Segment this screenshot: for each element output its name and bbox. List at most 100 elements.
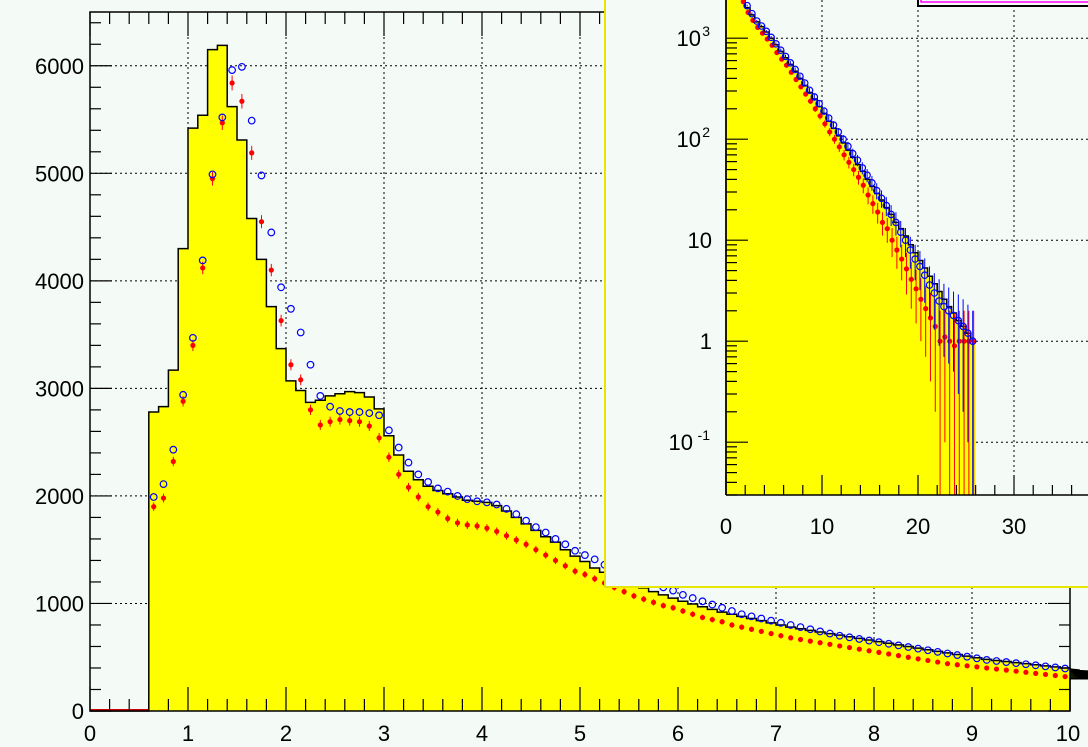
series-blue-point	[336, 407, 344, 415]
series-red-point	[650, 599, 657, 605]
series-red-point	[641, 596, 647, 602]
inset-series-blue-point	[834, 128, 843, 136]
inset-series-blue-point	[743, 1, 751, 10]
series-red-point	[582, 571, 588, 578]
series-blue-point	[698, 597, 707, 606]
series-blue-point	[1051, 663, 1060, 672]
inset-series-red-point	[807, 98, 814, 104]
inset-y-tick-exponent: 3	[702, 23, 710, 39]
series-red-point	[807, 638, 813, 644]
series-red-point	[964, 663, 970, 669]
inset-series-blue-point	[820, 107, 828, 115]
series-blue-point	[306, 360, 315, 369]
series-blue-point	[590, 555, 599, 564]
inset-series-blue-point	[930, 289, 939, 297]
inset-series-blue-point	[767, 33, 775, 42]
histogram-fill	[90, 45, 1088, 711]
inset-series-red-point	[875, 209, 881, 215]
series-red-point	[405, 484, 412, 490]
inset-series-red-point	[961, 338, 967, 344]
inset-series-blue-point	[844, 142, 852, 151]
series-red-point	[200, 265, 206, 271]
inset-series-red-point	[956, 338, 962, 344]
series-red-point	[503, 533, 510, 539]
series-blue-point	[551, 535, 560, 543]
inset-series-red-point	[903, 266, 910, 272]
y-tick-label: 3000	[35, 376, 84, 401]
series-red-point	[464, 522, 470, 528]
series-red-point	[670, 605, 676, 611]
series-red-point	[856, 646, 862, 652]
series-red-point	[944, 661, 951, 667]
series-red-point	[396, 471, 402, 478]
inset-series-blue-point	[920, 271, 929, 280]
x-tick-label: 4	[476, 721, 488, 746]
inset-y-tick-label: 1	[700, 329, 712, 354]
series-blue-point	[777, 618, 785, 627]
series-blue-point	[924, 646, 932, 655]
series-blue-point	[904, 643, 913, 651]
series-red-point	[366, 423, 372, 429]
series-red-point	[935, 659, 941, 665]
inset-x-tick-label: 20	[906, 514, 930, 539]
x-tick-label: 0	[84, 721, 96, 746]
inset-series-blue-point	[772, 39, 780, 48]
series-blue-point	[267, 228, 276, 237]
series-red-point	[905, 654, 911, 660]
series-blue-point	[561, 540, 570, 549]
series-red-point	[229, 80, 235, 86]
legend-box-inner	[920, 0, 1088, 3]
series-blue-point	[747, 612, 756, 621]
inset-series-blue-point	[796, 72, 804, 81]
series-blue-point	[806, 625, 815, 634]
inset-frame	[725, 0, 1088, 496]
inset-series-red-point	[937, 338, 943, 344]
series-red-point	[190, 342, 196, 348]
series-red-point	[895, 653, 902, 659]
inset-series-blue-point	[824, 114, 833, 122]
inset-series-blue-point	[877, 194, 886, 203]
series-blue-point	[522, 516, 530, 525]
inset-series-red-point	[884, 226, 890, 232]
inset-series-blue-point	[752, 17, 761, 25]
inset-series-blue-point	[786, 59, 795, 67]
inset-series-blue-point	[959, 322, 967, 331]
inset-series-red-point	[764, 36, 770, 42]
series-blue-point	[1022, 660, 1030, 669]
series-red-point	[1003, 667, 1009, 673]
inset-histogram-fill	[726, 0, 976, 495]
series-red-point	[1042, 671, 1049, 678]
series-blue-point	[718, 603, 726, 612]
inset-series-blue-point	[944, 306, 953, 315]
series-blue-point	[973, 654, 981, 663]
series-red-point	[278, 318, 284, 324]
series-red-point	[748, 626, 755, 632]
series-red-point	[1023, 669, 1029, 675]
inset-series-red-point	[889, 237, 895, 243]
series-red-point	[837, 643, 843, 649]
series-red-point	[258, 219, 265, 225]
inset-series-blue-point	[906, 246, 915, 254]
inset-series-blue	[743, 1, 977, 495]
inset-series-red-point	[860, 182, 866, 188]
inset-series-red-point	[908, 276, 914, 282]
series-red-point	[915, 656, 921, 662]
series-blue-point	[884, 639, 893, 648]
series-blue-point	[287, 304, 295, 313]
inset-series-red-point	[836, 144, 842, 150]
series-red-point	[219, 120, 225, 126]
inset-series-red	[740, 0, 977, 495]
inset-series-blue-point	[848, 149, 857, 158]
series-blue-point	[228, 66, 237, 74]
series-blue-point	[963, 652, 971, 661]
series-red-point	[533, 547, 539, 553]
series-red-point	[758, 628, 764, 635]
inset-series-blue-point	[858, 164, 867, 172]
series-blue-point	[571, 546, 579, 555]
legend-box	[917, 0, 1088, 7]
series-blue-point	[1002, 658, 1011, 666]
inset-series-blue-point	[954, 316, 963, 325]
series-red-point	[993, 666, 1000, 672]
series-blue-point	[835, 631, 844, 640]
